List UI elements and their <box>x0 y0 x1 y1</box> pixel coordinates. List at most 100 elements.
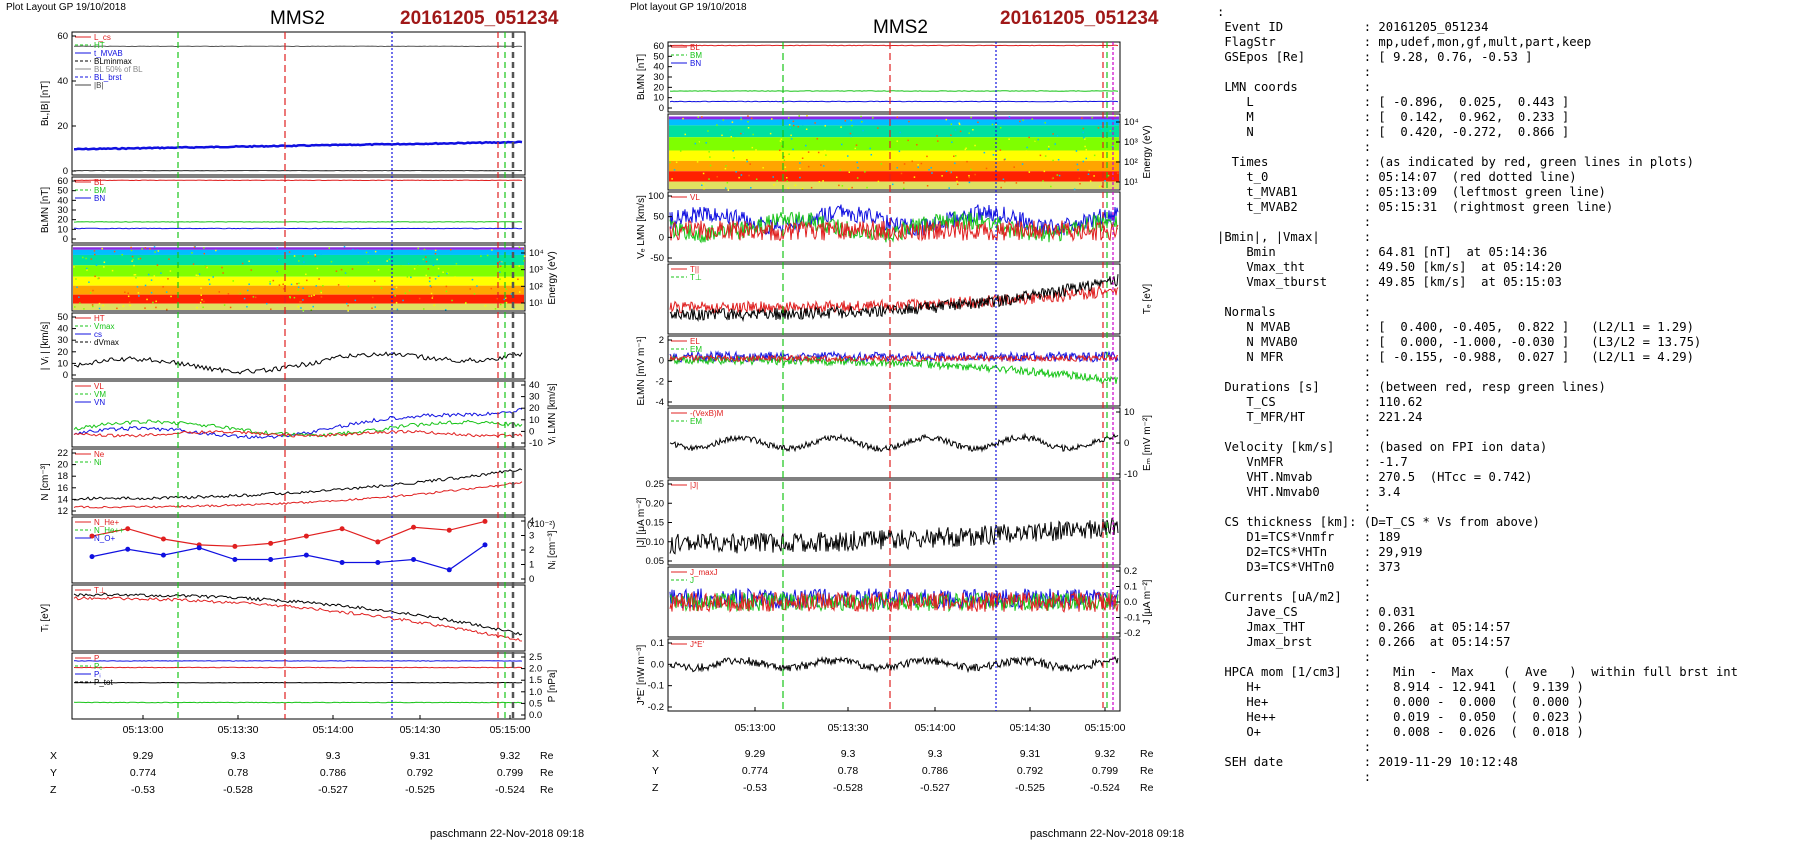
spectrogram-pixel <box>848 171 851 173</box>
position-value: -0.524 <box>1090 782 1120 794</box>
y-tick-label-right: 10² <box>529 281 543 292</box>
spectrogram-pixel <box>248 260 250 263</box>
info-line: : <box>1217 215 1372 229</box>
spectrogram-pixel <box>747 127 750 129</box>
spectrogram-pixel <box>518 246 521 249</box>
spectrogram-pixel <box>696 161 699 163</box>
series-line <box>91 520 486 547</box>
panel-frame <box>71 516 526 584</box>
spectrogram-pixel <box>155 306 157 309</box>
series-line <box>91 544 486 571</box>
spectrogram-pixel <box>782 148 784 151</box>
spectrogram-pixel <box>708 178 710 180</box>
y-tick-label: 2 <box>659 335 664 346</box>
legend-entry: HT <box>94 41 105 50</box>
spectrogram-band <box>73 247 524 250</box>
legend-entry: EM <box>690 417 702 426</box>
spectrogram-pixel <box>270 308 272 310</box>
panel-3: 10⁴ 10³ 10² 10¹ Energy (eV) <box>71 244 558 312</box>
spectrogram-pixel <box>798 115 800 117</box>
info-line: VHT.Nmvab : 270.5 (HTcc = 0.742) <box>1217 470 1533 484</box>
spectrogram-pixel <box>1098 142 1101 144</box>
spectrogram-pixel <box>347 304 349 307</box>
spectrogram-pixel <box>320 253 322 256</box>
spectrogram-pixel <box>780 138 783 140</box>
spectrogram-pixel <box>136 283 138 285</box>
spectrogram-pixel <box>726 181 729 184</box>
spectrogram-band <box>669 171 1119 182</box>
spectrogram-pixel <box>203 300 205 303</box>
spectrogram-pixel <box>427 268 430 270</box>
spectrogram-pixel <box>198 273 201 275</box>
info-line: : <box>1217 5 1225 19</box>
spectrogram-pixel <box>733 157 735 159</box>
series-line <box>73 481 523 509</box>
spectrogram-pixel <box>964 148 967 151</box>
legend-entry: P_tot <box>94 678 113 687</box>
spectrogram-pixel <box>1093 175 1095 177</box>
position-row-label: X <box>652 748 659 760</box>
spectrogram-pixel <box>1084 145 1086 148</box>
spectrogram-pixel <box>1044 155 1047 157</box>
spectrogram-pixel <box>1056 174 1059 176</box>
spectrogram-pixel <box>429 277 431 279</box>
spectrogram-pixel <box>783 159 786 161</box>
spectrogram-pixel <box>970 116 972 119</box>
legend-entry: -(VexB)M <box>690 409 724 418</box>
position-row-label: Y <box>652 765 659 777</box>
legend-entry: Ni <box>94 458 102 467</box>
spectrogram-pixel <box>784 166 787 169</box>
spectrogram-pixel <box>799 167 801 170</box>
spectrogram-pixel <box>505 301 508 304</box>
spectrogram-pixel <box>900 172 903 175</box>
x-tick-label: 05:15:00 <box>1085 722 1126 734</box>
left-footer: paschmann 22-Nov-2018 09:18 <box>430 828 585 840</box>
spectrogram-pixel <box>1038 153 1041 156</box>
left-plot-event: 20161205_051234 <box>400 8 559 29</box>
spectrogram-band <box>669 125 1119 138</box>
spectrogram-pixel <box>899 131 901 134</box>
x-tick-label: 05:14:00 <box>915 722 956 734</box>
position-value: 9.29 <box>745 748 766 760</box>
spectrogram-pixel <box>351 268 354 270</box>
y-tick-label: 20 <box>57 121 68 132</box>
legend-entry: VM <box>94 390 106 399</box>
spectrogram-pixel <box>864 171 866 173</box>
y-tick-label: 20 <box>57 215 68 226</box>
series-line <box>73 468 523 501</box>
spectrogram-band <box>73 294 524 304</box>
spectrogram-pixel <box>1037 138 1039 141</box>
spectrogram-pixel <box>402 299 404 302</box>
spectrogram-pixel <box>518 291 521 293</box>
y-tick-label-right: -0.1 <box>1124 613 1140 624</box>
spectrogram-band <box>669 115 1119 117</box>
spectrogram-pixel <box>89 292 92 294</box>
spectrogram-pixel <box>162 286 164 288</box>
spectrogram-pixel <box>388 273 391 276</box>
series-line <box>73 351 523 375</box>
spectrogram-pixel <box>500 261 502 264</box>
spectrogram-pixel <box>168 258 170 260</box>
spectrogram-pixel <box>436 258 438 261</box>
spectrogram-pixel <box>954 155 957 157</box>
y-tick-label-right: 10 <box>529 415 540 426</box>
spectrogram-pixel <box>423 248 426 251</box>
axis-multiplier: (x10⁻²) <box>527 519 555 529</box>
spectrogram-pixel <box>841 143 843 146</box>
legend-entry: P <box>94 654 99 663</box>
spectrogram-pixel <box>153 246 156 248</box>
panel-2: 10⁴ 10³ 10² 10¹ Energy (eV) <box>667 113 1153 191</box>
spectrogram-pixel <box>930 167 932 169</box>
spectrogram-pixel <box>365 251 368 254</box>
spectrogram-pixel <box>814 122 816 124</box>
spectrogram-pixel <box>974 143 976 145</box>
x-tick-label: 05:13:30 <box>828 722 869 734</box>
spectrogram-pixel <box>769 132 772 135</box>
spectrogram-pixel <box>505 297 507 299</box>
spectrogram-pixel <box>239 292 242 295</box>
spectrogram-pixel <box>75 278 77 280</box>
legend-entry: J_maxJ <box>690 568 718 577</box>
spectrogram-pixel <box>747 121 749 123</box>
